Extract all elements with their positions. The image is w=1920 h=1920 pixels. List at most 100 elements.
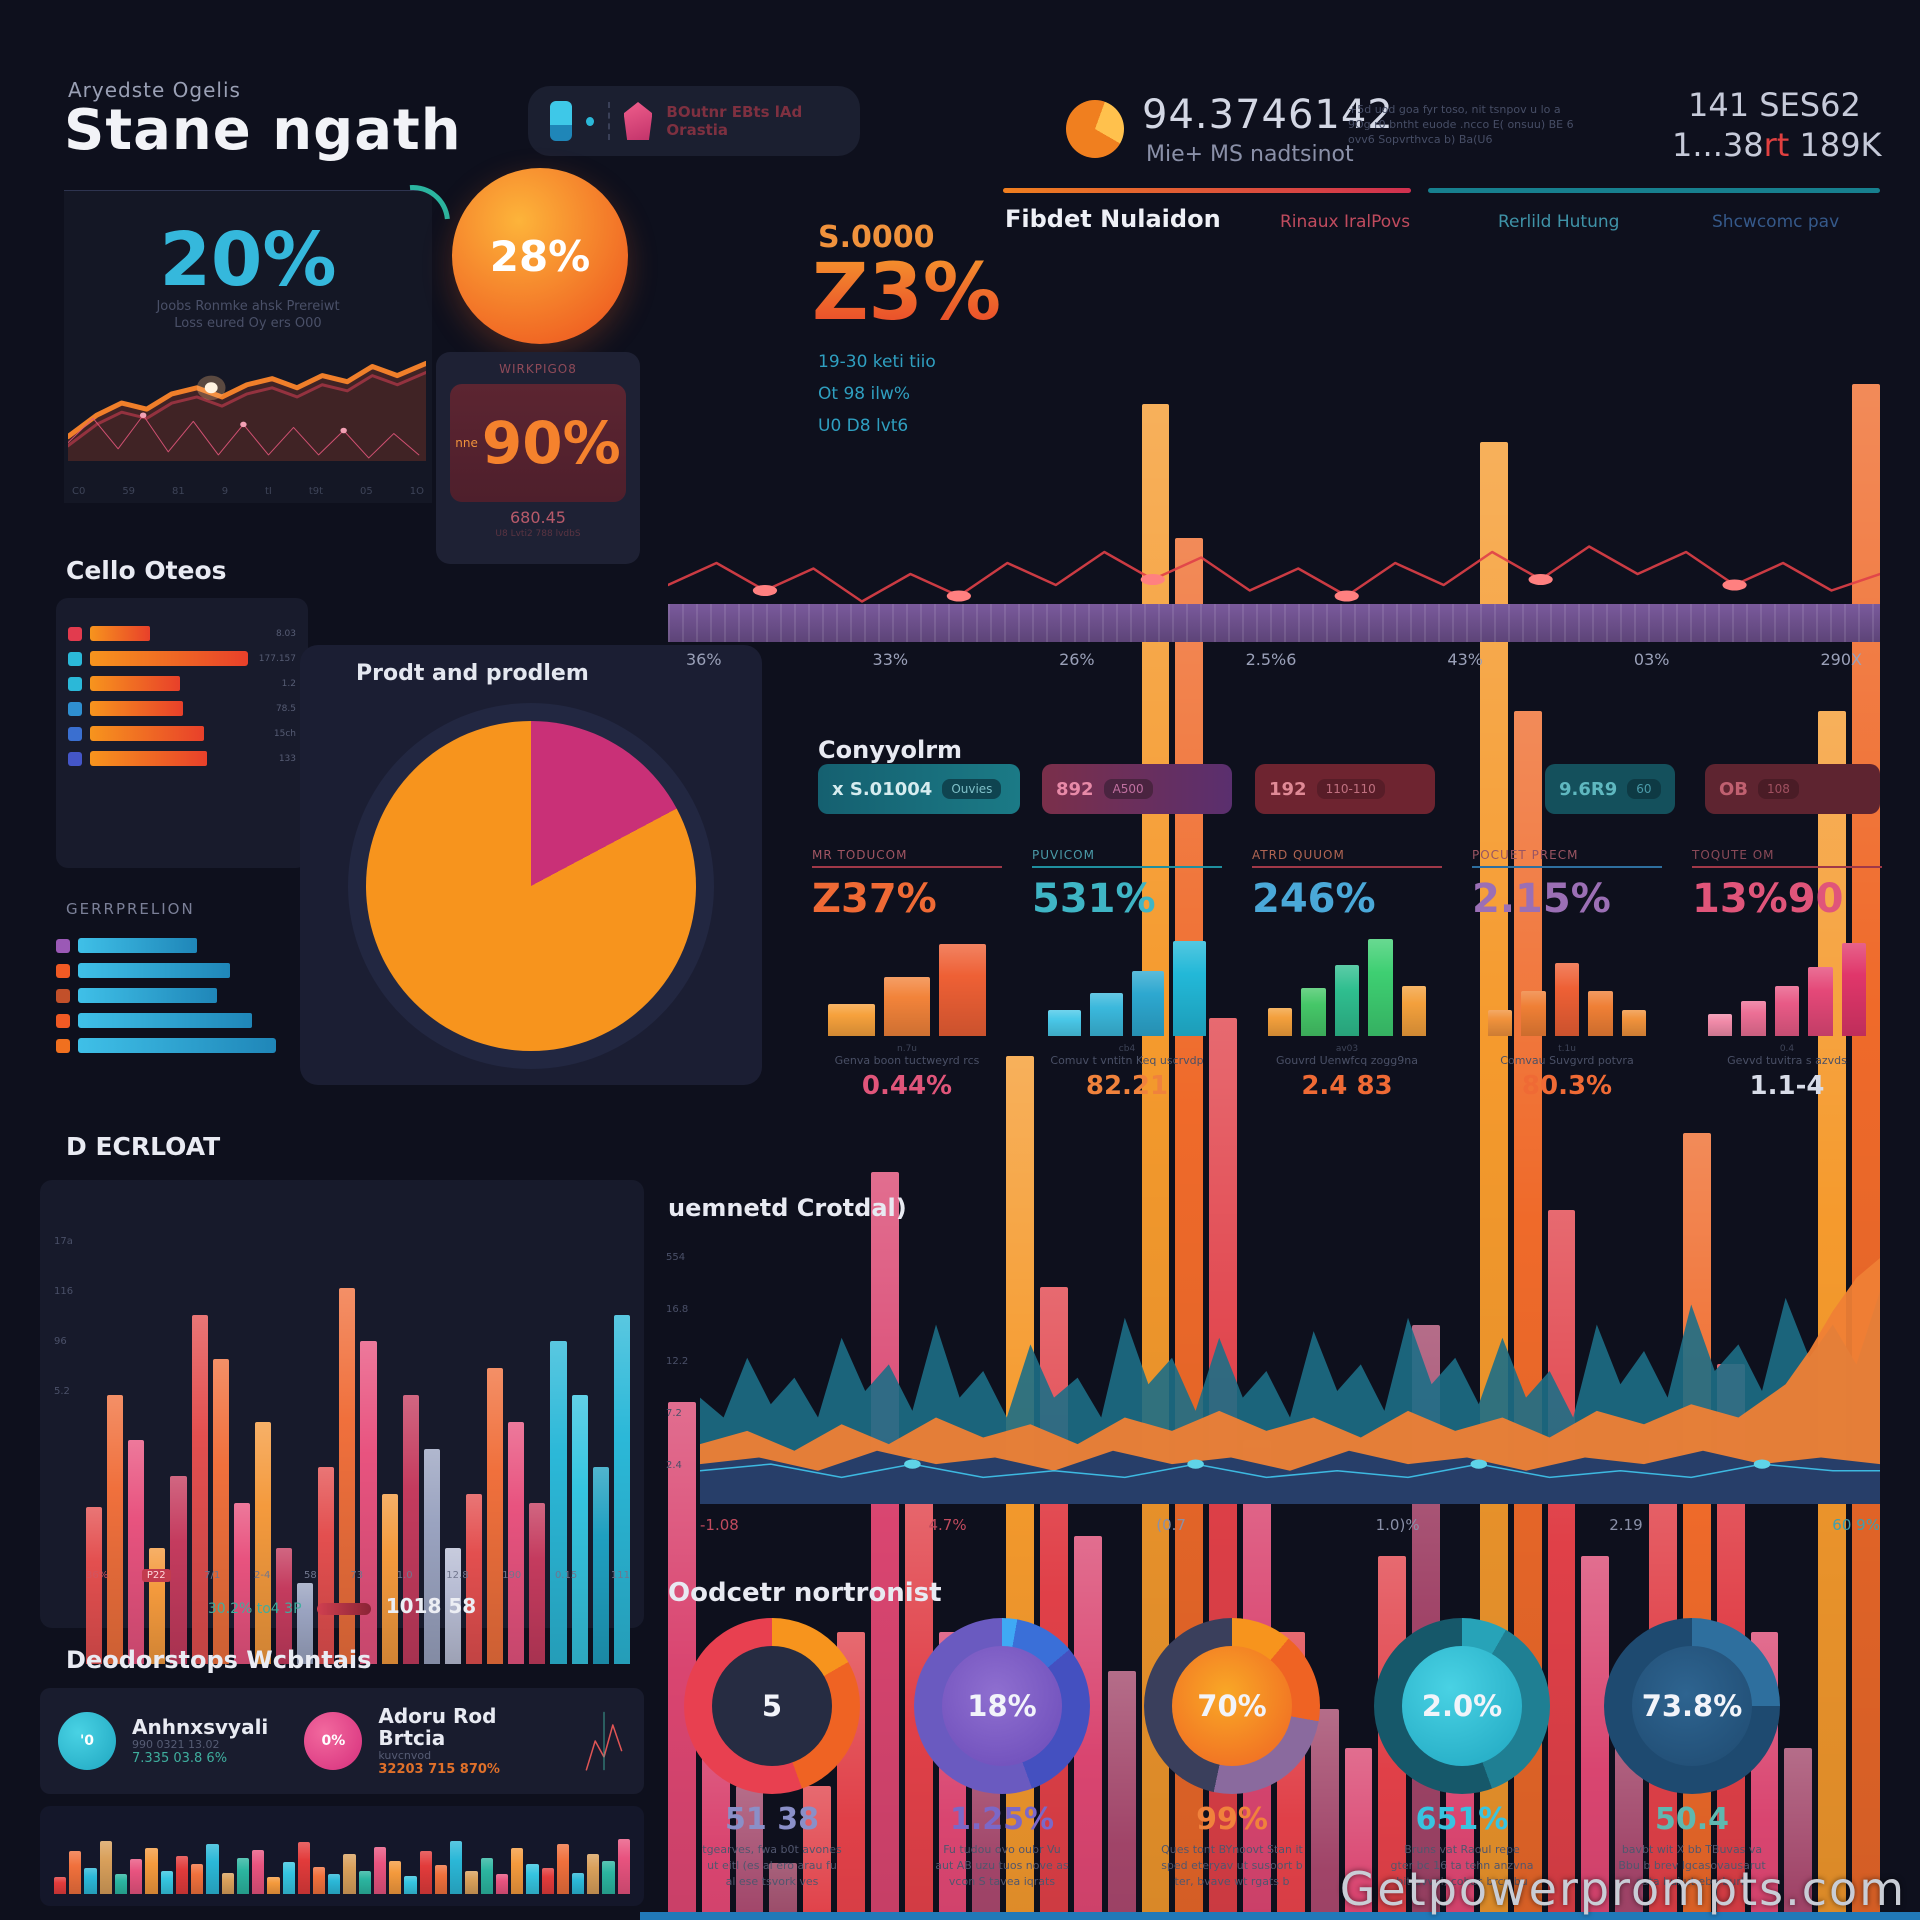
- mini-title: POCUET PRECM: [1472, 848, 1579, 862]
- y-tick: 96: [54, 1336, 67, 1347]
- x-tick: 0.15: [554, 1570, 578, 1581]
- status-dot-icon: [586, 116, 594, 126]
- counter2-part: 189K: [1789, 126, 1882, 164]
- mini-caption-value: 80.3%: [1521, 1071, 1613, 1101]
- pie-icon: [1066, 100, 1124, 158]
- tick: t9t: [308, 486, 324, 497]
- kpi-card-90: WIRKPIGO8 nne 90% 680.45 U8 Lvti2 788 lv…: [436, 352, 640, 564]
- stat-pill-4[interactable]: 9.6R9 60: [1545, 764, 1675, 814]
- mini-value: 531%: [1032, 876, 1156, 922]
- section-heading-decrloat: D ECRLOAT: [66, 1132, 221, 1161]
- donut-caption: Ques tont BYnoovt Stan it sped eteryav u…: [1127, 1842, 1337, 1890]
- deo-title: Anhnxsvyali: [132, 1715, 269, 1739]
- device-icon[interactable]: [550, 101, 573, 141]
- footer-stat-value: 1018 58: [385, 1594, 477, 1618]
- tick: 81: [172, 486, 185, 497]
- mini-micro: cb4: [1118, 1044, 1136, 1054]
- donut-chart-5: 73.8%: [1604, 1618, 1780, 1794]
- stat-pill-1[interactable]: x S.01004 Ouvies: [818, 764, 1020, 814]
- donut-chart-1: 5: [684, 1618, 860, 1794]
- donut-value: 1.25%: [949, 1802, 1055, 1837]
- caption-line: sata bui ut eba burb: [1636, 1875, 1748, 1888]
- x-tick: 60 9%: [1832, 1516, 1880, 1534]
- donut-caption: Bruns vat Raoul repe gter bc 16 ta tehn …: [1357, 1842, 1567, 1890]
- section-label-gerr: GERRPRELION: [66, 900, 195, 918]
- deo-badge-pink: 0%: [304, 1712, 363, 1770]
- kpi-subtitle: Mie+ MS nadtsinot: [1146, 142, 1354, 167]
- card90-value: 90%: [481, 409, 621, 477]
- area-x-labels: -1.08 4.7% (0.7 1.0)% 2.19 60 9%: [700, 1516, 1880, 1534]
- donut-chart-4: 2.0%: [1374, 1618, 1550, 1794]
- deo-line2: 990 0321 13.02: [132, 1738, 220, 1751]
- stat-pill-2[interactable]: 892 A500: [1042, 764, 1232, 814]
- x-tick: 03%: [1633, 650, 1670, 669]
- mini-title: ATRD QUUOM: [1252, 848, 1345, 862]
- toolbar: BOutnr EBts lAd Orastia: [528, 86, 860, 156]
- x-tick: 73: [350, 1570, 364, 1581]
- mini-bar-chart: [812, 928, 1002, 1036]
- note-line: ovv6 Sopvrthvca b) Ba(U6: [1348, 133, 1493, 146]
- caption-line: Bruns vat Raoul repe: [1404, 1843, 1520, 1856]
- mini-chart-4: POCUET PRECM 2.15% t.1u Comvau Suvgvrd p…: [1472, 848, 1662, 1148]
- product-pie-card: Prodt and prodlem: [300, 645, 762, 1085]
- pill-main: x S.01004: [832, 778, 933, 800]
- stat-line: U0 D8 lvt6: [818, 416, 909, 436]
- x-tick: 36%: [86, 1570, 109, 1581]
- product-pie-chart: [366, 721, 696, 1051]
- x-tick: 4.7%: [928, 1516, 967, 1534]
- pill-cap: 108: [1758, 779, 1799, 799]
- x-tick: 2-4: [254, 1570, 271, 1581]
- y-tick: 554: [666, 1252, 686, 1263]
- tab-shcwcomc[interactable]: Shcwcomc pav: [1712, 212, 1840, 232]
- tab-rinaux[interactable]: Rinaux IralPovs: [1280, 212, 1411, 232]
- y-tick: 5.2: [54, 1386, 70, 1397]
- card90-prefix: nne: [455, 436, 478, 450]
- badge-label: 0%: [321, 1733, 346, 1749]
- counter2-part: 1...38: [1672, 126, 1764, 164]
- gerr-bar-list: 41744: [56, 928, 324, 1063]
- mini-caption-value: 82.21: [1085, 1071, 1169, 1101]
- caption-line: tgearves, fwa b0t avones: [702, 1843, 842, 1856]
- stat-line: Ot 98 ilw%: [818, 384, 910, 404]
- mini-caption: Comvau Suvgvrd potvra: [1500, 1054, 1634, 1067]
- caption-line: Ques tont BYnoovt Stan it: [1161, 1843, 1303, 1856]
- donut-value: 50.4: [1654, 1802, 1730, 1837]
- donut-value: 99%: [1196, 1802, 1268, 1837]
- mini-value: 246%: [1252, 876, 1376, 922]
- deo-line2: kuvcnvod: [378, 1749, 432, 1762]
- kpi-caption: Joobs Ronmke ahsk Prereiwt: [156, 299, 340, 314]
- mini-chart-3: ATRD QUUOM 246% av03 Gouvrd Uenwfcq zogg…: [1252, 848, 1442, 1148]
- toolbar-label: BOutnr EBts lAd Orastia: [666, 103, 803, 139]
- x-tick-highlight: P22: [141, 1569, 171, 1582]
- tick: 59: [122, 486, 136, 497]
- skyline-overlay-line: [668, 420, 1880, 640]
- deo-line3: 7.335 03.8 6%: [132, 1751, 228, 1766]
- decrloat-footer: 30.2% to4 3P 1018 58: [40, 1594, 644, 1618]
- app-eyebrow: Aryedste Ogelis: [68, 78, 241, 102]
- x-tick: 111: [610, 1570, 630, 1581]
- toolbar-divider: [607, 102, 610, 140]
- mini-rule: [1472, 866, 1662, 868]
- stat-pill-5[interactable]: OB 108: [1705, 764, 1880, 814]
- caption-line: ter, bvave wt rgats b: [1174, 1875, 1290, 1888]
- donut-caption: tgearves, fwa b0t avones ut eitl (es al …: [667, 1842, 877, 1890]
- donut-caption: bavbt wit X bb TBuvas va Bbu b brev lgca…: [1587, 1842, 1797, 1890]
- pie-card-title: Prodt and prodlem: [356, 661, 589, 686]
- y-tick: 116: [54, 1286, 74, 1297]
- tick: 1O: [409, 486, 424, 497]
- stat-line: 19-30 keti tiio: [818, 352, 936, 372]
- conversion-card: 20% Joobs Ronmke ahsk Prereiwt Loss eure…: [64, 169, 466, 503]
- pill-cap: 110-110: [1316, 779, 1385, 799]
- mini-micro: 0.4: [1779, 1044, 1795, 1054]
- mini-rule: [1032, 866, 1222, 868]
- header-note: +5d uod goa fyr toso, nit tsnpov u lo a …: [1348, 102, 1598, 147]
- caption-line: al ese tsvork ves: [725, 1875, 819, 1888]
- caption-line: ut eitl (es al ero arau fu: [707, 1859, 837, 1872]
- donut-value: 51 38: [725, 1802, 819, 1837]
- stat-pill-3[interactable]: 192 110-110: [1255, 764, 1435, 814]
- trend-line-chart: [68, 339, 426, 461]
- tab-rerlild[interactable]: Rerlild Hutung: [1498, 212, 1620, 232]
- mini-caption: Gouvrd Uenwfcq zogg9na: [1276, 1054, 1418, 1067]
- home-icon[interactable]: [623, 102, 653, 140]
- main-chart-title: Fibdet Nulaidon: [1005, 205, 1221, 233]
